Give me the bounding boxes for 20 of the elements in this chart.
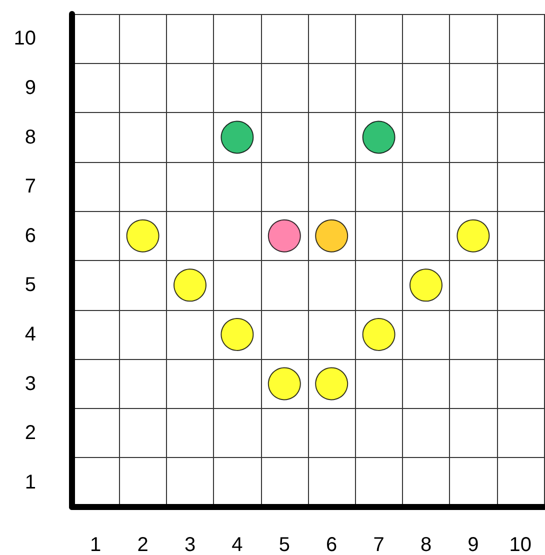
- y-tick-label: 9: [24, 76, 36, 99]
- x-tick-label: 4: [232, 534, 243, 555]
- x-tick-label: 6: [326, 534, 338, 555]
- y-tick-label: 6: [24, 224, 36, 247]
- x-tick-label: 10: [509, 534, 532, 555]
- y-tick-label: 4: [24, 323, 36, 346]
- y-tick-label: 10: [14, 28, 36, 50]
- x-tick-label: 1: [90, 534, 102, 555]
- x-tick-label: 7: [373, 534, 384, 555]
- x-tick-label: 3: [184, 534, 196, 555]
- y-tick-label: 8: [24, 126, 36, 148]
- y-tick-label: 5: [24, 274, 36, 296]
- x-tick-label: 5: [278, 534, 290, 555]
- x-tick-label: 9: [468, 534, 479, 555]
- x-tick-label: 8: [420, 534, 432, 555]
- y-tick-label: 3: [24, 372, 36, 395]
- y-tick-label: 2: [24, 422, 36, 444]
- y-tick-label: 1: [24, 471, 36, 494]
- y-tick-label: 7: [24, 176, 36, 198]
- x-tick-label: 2: [137, 534, 148, 555]
